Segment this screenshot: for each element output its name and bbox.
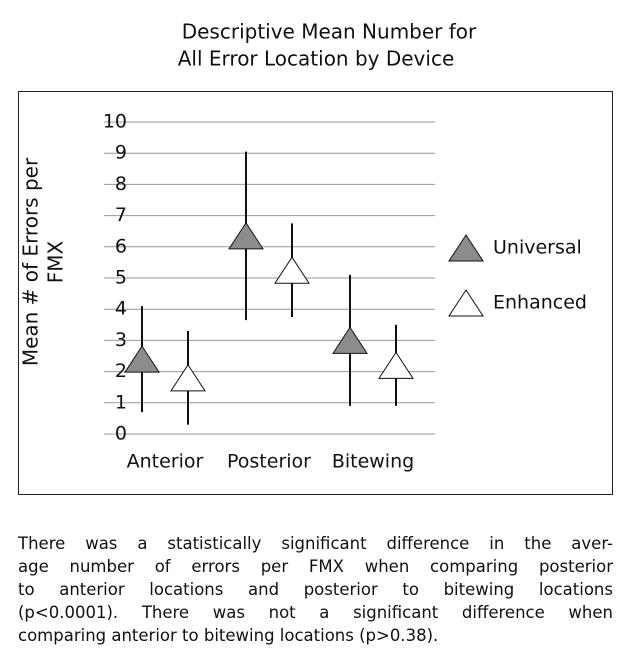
legend-marker bbox=[448, 234, 484, 262]
y-tick-label: 10 bbox=[103, 111, 127, 133]
y-tick-label: 1 bbox=[115, 391, 127, 413]
caption-line: comparing anterior to bitewing locations… bbox=[18, 626, 439, 645]
caption-line: to anterior locations and posterior to b… bbox=[18, 580, 613, 599]
legend-label: Universal bbox=[493, 237, 582, 259]
mean-marker bbox=[332, 326, 368, 354]
y-axis-label: Mean # of Errors per bbox=[19, 157, 43, 366]
chart-title: All Error Location by Device bbox=[178, 47, 455, 71]
chart: Descriptive Mean Number for All Error Lo… bbox=[18, 20, 613, 495]
mean-marker bbox=[378, 351, 414, 379]
legend-marker bbox=[448, 289, 484, 317]
caption-line: age number of errors per FMX when compar… bbox=[18, 557, 613, 576]
caption: There was a statistically significant di… bbox=[18, 532, 613, 647]
y-tick-label: 5 bbox=[115, 267, 127, 289]
x-tick-label: Posterior bbox=[227, 451, 311, 473]
y-tick-label: 9 bbox=[115, 142, 127, 164]
y-tick-label: 6 bbox=[115, 235, 127, 257]
chart-title: Descriptive Mean Number for bbox=[182, 20, 477, 44]
x-tick-label: Bitewing bbox=[332, 451, 414, 473]
y-tick-label: 0 bbox=[115, 423, 127, 445]
mean-marker bbox=[274, 256, 310, 284]
mean-marker bbox=[228, 221, 264, 250]
mean-marker bbox=[124, 345, 160, 373]
chart-frame bbox=[18, 91, 613, 495]
caption-line: (p<0.0001). There was not a significant … bbox=[18, 603, 613, 622]
y-tick-label: 4 bbox=[115, 298, 127, 320]
legend-label: Enhanced bbox=[493, 292, 587, 314]
y-tick-label: 8 bbox=[115, 173, 127, 195]
y-tick-label: 2 bbox=[115, 360, 127, 382]
x-tick-label: Anterior bbox=[127, 451, 204, 473]
y-axis-label: FMX bbox=[44, 240, 68, 283]
y-tick-label: 3 bbox=[115, 329, 127, 351]
y-tick-label: 7 bbox=[115, 204, 127, 226]
mean-marker bbox=[170, 363, 206, 392]
caption-line: There was a statistically significant di… bbox=[18, 534, 613, 553]
